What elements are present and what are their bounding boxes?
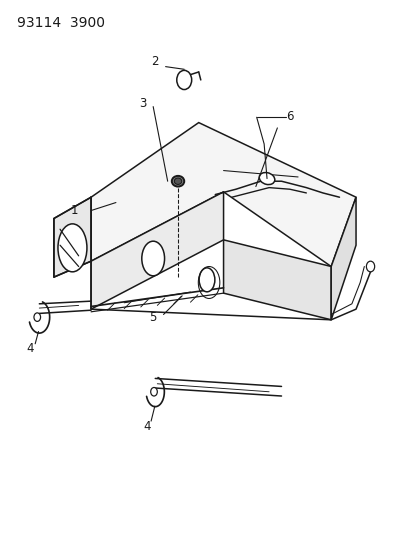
Circle shape [176,70,191,90]
Polygon shape [91,123,355,266]
Polygon shape [223,240,330,320]
Polygon shape [54,197,91,277]
Text: 4: 4 [143,420,150,433]
Text: 5: 5 [149,311,157,324]
Circle shape [150,387,157,396]
Text: 6: 6 [285,110,293,123]
Text: 4: 4 [26,342,33,355]
Text: 2: 2 [151,55,159,68]
Polygon shape [91,192,223,309]
Polygon shape [330,197,355,320]
Ellipse shape [171,176,184,187]
Text: 3: 3 [139,97,146,110]
Text: 1: 1 [71,204,78,217]
Text: 93114  3900: 93114 3900 [17,16,104,30]
Ellipse shape [58,224,87,272]
Ellipse shape [259,173,274,184]
Ellipse shape [199,268,214,292]
Circle shape [34,313,40,321]
Ellipse shape [141,241,164,276]
Ellipse shape [174,178,181,184]
Circle shape [366,261,374,272]
